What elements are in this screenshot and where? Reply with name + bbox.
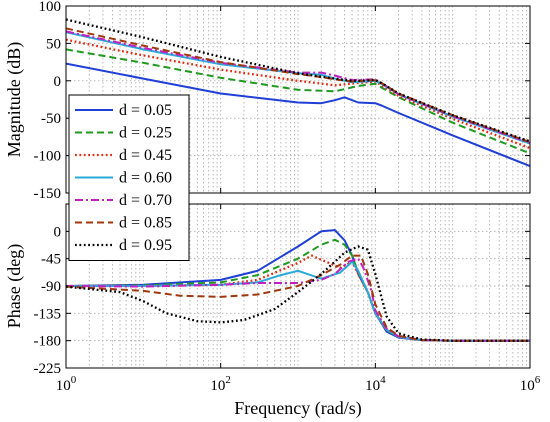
series-line-d-0-25 — [66, 238, 530, 342]
legend-label: d = 0.60 — [119, 170, 172, 187]
x-tick-label: 106 — [520, 374, 541, 394]
y-tick-label: -45 — [41, 252, 61, 268]
y-tick-label: -150 — [34, 186, 62, 202]
plot-frame — [65, 203, 531, 369]
y-tick-label: 100 — [39, 0, 62, 15]
y-tick-label: -100 — [34, 149, 62, 165]
x-tick-label: 102 — [210, 374, 231, 394]
legend-label: d = 0.70 — [119, 192, 172, 209]
legend-label: d = 0.25 — [119, 125, 172, 142]
x-tick-label: 104 — [365, 374, 386, 394]
series-line-d-0-70 — [66, 257, 530, 342]
series-line-d-0-95 — [66, 18, 530, 143]
legend-label: d = 0.95 — [119, 237, 172, 254]
legend-label: d = 0.05 — [119, 102, 172, 119]
y-tick-label: 50 — [46, 36, 61, 52]
plot-frame — [65, 5, 531, 194]
series-line-d-0-85 — [66, 27, 530, 144]
y-tick-label: -225 — [34, 361, 62, 377]
y-axis-label: Phase (deg) — [4, 244, 25, 328]
legend-label: d = 0.45 — [119, 147, 172, 164]
y-tick-label: -135 — [34, 306, 62, 322]
legend-label: d = 0.85 — [119, 215, 172, 232]
y-tick-label: -90 — [41, 279, 61, 295]
series-line-d-0-45 — [66, 38, 530, 150]
x-tick-label: 100 — [56, 374, 77, 394]
y-tick-label: -50 — [41, 111, 61, 127]
x-axis-label: Frequency (rad/s) — [234, 398, 361, 419]
y-tick-label: 0 — [54, 224, 62, 240]
x-axis: 100 102 104 106 Frequency (rad/s) — [56, 374, 541, 419]
magnitude-panel: 100 50 0 -50 -100 -150 Magnitude (dB) — [4, 0, 531, 202]
y-tick-label: -180 — [34, 334, 62, 350]
y-axis-label: Magnitude (dB) — [4, 42, 25, 157]
series-line-d-0-05 — [66, 62, 530, 168]
legend: d = 0.05 d = 0.25 d = 0.45 d = 0.60 d = 0.70… — [68, 94, 190, 261]
y-tick-label: 0 — [54, 74, 62, 90]
phase-panel: 0 -45 -90 -135 -180 -225 Phase (deg) — [4, 203, 531, 377]
series-line-d-0-95 — [66, 245, 530, 342]
